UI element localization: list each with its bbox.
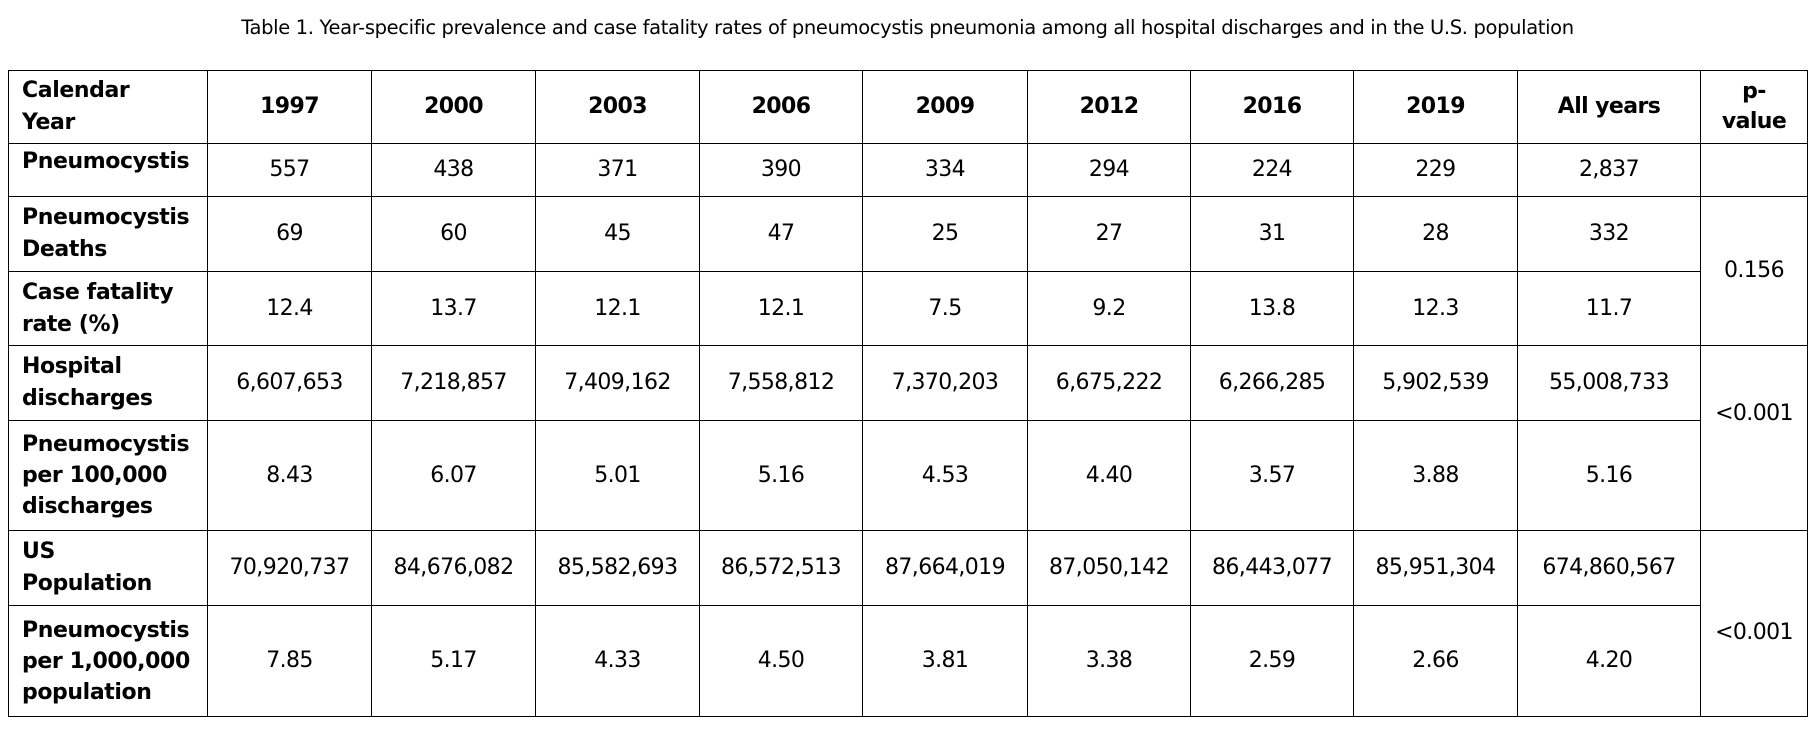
data-cell: 229 <box>1353 143 1518 197</box>
table-row: Hospital discharges 6,607,653 7,218,857 7,40… <box>8 345 1808 531</box>
data-cell: 5,902,539 <box>1353 345 1518 421</box>
data-cell: 60 <box>371 196 536 272</box>
data-cell: 47 <box>699 196 863 272</box>
data-cell: 86,443,077 <box>1190 530 1354 606</box>
data-cell: 6,607,653 <box>207 345 372 421</box>
data-cell: 6,675,222 <box>1027 345 1191 421</box>
data-cell: 3.57 <box>1190 420 1354 531</box>
data-cell: 334 <box>862 143 1028 197</box>
header-year: 2009 <box>862 70 1028 144</box>
data-cell: 4.53 <box>862 420 1028 531</box>
data-cell: 557 <box>207 143 372 197</box>
all-years-cell: 332 <box>1517 196 1701 272</box>
data-cell: 224 <box>1190 143 1354 197</box>
data-cell: 12.3 <box>1353 271 1518 346</box>
data-cell: 13.7 <box>371 271 536 346</box>
data-cell: 85,951,304 <box>1353 530 1518 606</box>
row-label: Pneumocystis Deaths <box>8 196 208 272</box>
data-cell: 86,572,513 <box>699 530 863 606</box>
data-cell: 45 <box>535 196 700 272</box>
data-cell: 69 <box>207 196 372 272</box>
data-cell: 25 <box>862 196 1028 272</box>
data-cell: 2.66 <box>1353 605 1518 717</box>
data-cell: 8.43 <box>207 420 372 531</box>
row-label: Case fatality rate (%) <box>8 271 208 346</box>
header-year: 2019 <box>1353 70 1518 144</box>
data-cell: 5.16 <box>699 420 863 531</box>
data-cell: 7.85 <box>207 605 372 717</box>
all-years-cell: 674,860,567 <box>1517 530 1701 606</box>
row-label: Pneumocystis per 100,000 discharges <box>8 420 208 531</box>
data-cell: 31 <box>1190 196 1354 272</box>
header-year: 2006 <box>699 70 863 144</box>
data-cell: 294 <box>1027 143 1191 197</box>
header-all-years: All years <box>1517 70 1701 144</box>
header-year: 2012 <box>1027 70 1191 144</box>
data-cell: 7,558,812 <box>699 345 863 421</box>
data-cell: 5.17 <box>371 605 536 717</box>
table-row: Pneumocystis per 1,000,000 population 7.85 5… <box>8 605 1808 717</box>
table-row: Pneumocystis 557 438 371 390 334 294 224 229 2,83… <box>8 143 1808 197</box>
p-value-cell: <0.001 <box>1700 345 1808 531</box>
data-cell: 87,664,019 <box>862 530 1028 606</box>
data-cell: 7,409,162 <box>535 345 700 421</box>
data-cell: 12.1 <box>699 271 863 346</box>
data-cell: 7,218,857 <box>371 345 536 421</box>
p-value-cell: 0.156 <box>1700 196 1808 346</box>
header-row: Calendar Year 1997 2000 2003 2006 2009 20… <box>8 70 1808 144</box>
data-cell: 4.50 <box>699 605 863 717</box>
data-cell: 85,582,693 <box>535 530 700 606</box>
p-value-cell: <0.001 <box>1700 530 1808 717</box>
table-row: Pneumocystis Deaths 69 60 45 47 25 27 31 28 332 0.1… <box>8 196 1808 346</box>
data-cell: 3.81 <box>862 605 1028 717</box>
table-row: Pneumocystis per 100,000 discharges 8.43 6.0… <box>8 420 1808 531</box>
table-row: Case fatality rate (%) 12.4 13.7 12.1 12.1 7.5… <box>8 271 1808 346</box>
header-year: 2016 <box>1190 70 1354 144</box>
all-years-cell: 11.7 <box>1517 271 1701 346</box>
header-year: 1997 <box>207 70 372 144</box>
prevalence-table: Calendar Year 1997 2000 2003 2006 2009 20… <box>8 70 1808 717</box>
row-label: Pneumocystis <box>8 143 208 197</box>
header-year: 2000 <box>371 70 536 144</box>
data-cell: 13.8 <box>1190 271 1354 346</box>
p-value-cell-empty <box>1700 143 1808 197</box>
data-cell: 5.01 <box>535 420 700 531</box>
header-year: 2003 <box>535 70 700 144</box>
table-title: Table 1. Year-specific prevalence and ca… <box>241 16 1574 39</box>
data-cell: 70,920,737 <box>207 530 372 606</box>
row-label: Pneumocystis per 1,000,000 population <box>8 605 208 717</box>
data-cell: 7,370,203 <box>862 345 1028 421</box>
row-label: US Population <box>8 530 208 606</box>
data-cell: 27 <box>1027 196 1191 272</box>
data-cell: 4.40 <box>1027 420 1191 531</box>
all-years-cell: 4.20 <box>1517 605 1701 717</box>
header-p-value: p-value <box>1700 70 1808 144</box>
data-cell: 6.07 <box>371 420 536 531</box>
all-years-cell: 5.16 <box>1517 420 1701 531</box>
data-cell: 438 <box>371 143 536 197</box>
data-cell: 371 <box>535 143 700 197</box>
all-years-cell: 2,837 <box>1517 143 1701 197</box>
data-cell: 390 <box>699 143 863 197</box>
data-cell: 2.59 <box>1190 605 1354 717</box>
data-cell: 3.38 <box>1027 605 1191 717</box>
data-cell: 12.4 <box>207 271 372 346</box>
header-calendar-year: Calendar Year <box>8 70 208 144</box>
data-cell: 3.88 <box>1353 420 1518 531</box>
data-cell: 12.1 <box>535 271 700 346</box>
data-cell: 87,050,142 <box>1027 530 1191 606</box>
data-cell: 28 <box>1353 196 1518 272</box>
data-cell: 84,676,082 <box>371 530 536 606</box>
data-cell: 6,266,285 <box>1190 345 1354 421</box>
data-cell: 7.5 <box>862 271 1028 346</box>
table-row: US Population 70,920,737 84,676,082 85,582,6… <box>8 530 1808 717</box>
data-cell: 4.33 <box>535 605 700 717</box>
data-cell: 9.2 <box>1027 271 1191 346</box>
all-years-cell: 55,008,733 <box>1517 345 1701 421</box>
row-label: Hospital discharges <box>8 345 208 421</box>
